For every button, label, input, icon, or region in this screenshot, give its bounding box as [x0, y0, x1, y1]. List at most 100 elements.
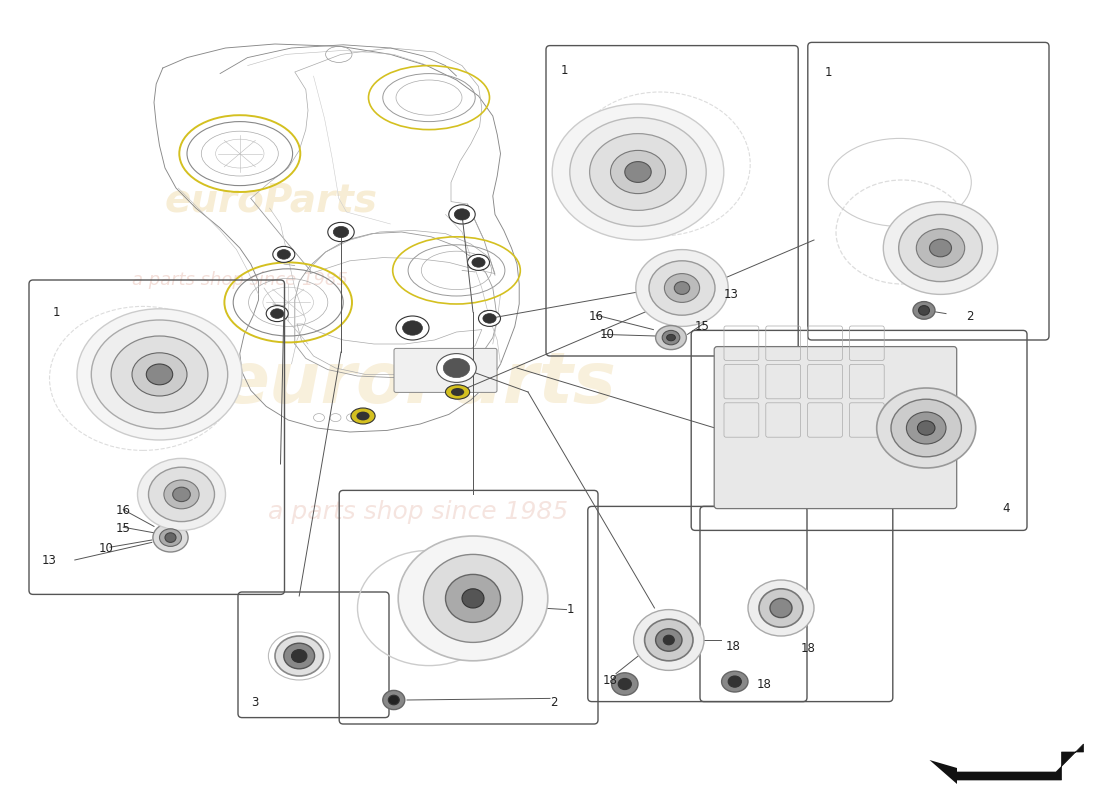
Ellipse shape	[883, 202, 998, 294]
Ellipse shape	[552, 104, 724, 240]
Ellipse shape	[328, 222, 354, 242]
Text: 18: 18	[603, 674, 618, 686]
Text: 10: 10	[600, 328, 615, 341]
Ellipse shape	[770, 598, 792, 618]
Ellipse shape	[451, 388, 464, 396]
Ellipse shape	[663, 635, 674, 645]
Ellipse shape	[918, 306, 930, 315]
Text: 1: 1	[825, 66, 833, 78]
Ellipse shape	[173, 487, 190, 502]
Text: 3: 3	[251, 696, 258, 709]
FancyBboxPatch shape	[394, 349, 497, 392]
Ellipse shape	[906, 412, 946, 444]
Ellipse shape	[916, 229, 965, 267]
Ellipse shape	[77, 309, 242, 440]
Ellipse shape	[610, 150, 665, 194]
Ellipse shape	[483, 314, 496, 323]
Ellipse shape	[284, 643, 315, 669]
Text: 13: 13	[42, 554, 57, 566]
Ellipse shape	[674, 282, 690, 294]
Text: 4: 4	[1002, 502, 1010, 514]
Text: 2: 2	[966, 310, 974, 322]
Ellipse shape	[645, 619, 693, 661]
Ellipse shape	[759, 589, 803, 627]
Ellipse shape	[424, 554, 522, 642]
Ellipse shape	[877, 388, 976, 468]
Text: 2: 2	[550, 696, 558, 709]
Ellipse shape	[913, 302, 935, 319]
Ellipse shape	[634, 610, 704, 670]
Ellipse shape	[446, 574, 501, 622]
Ellipse shape	[656, 629, 682, 651]
Ellipse shape	[478, 310, 500, 326]
Text: euroParts: euroParts	[220, 350, 616, 418]
Text: 1: 1	[561, 64, 569, 77]
Ellipse shape	[664, 274, 700, 302]
Text: 18: 18	[757, 678, 772, 690]
Ellipse shape	[891, 399, 961, 457]
Ellipse shape	[388, 695, 399, 705]
Text: 15: 15	[116, 522, 131, 534]
Ellipse shape	[132, 353, 187, 396]
Text: 13: 13	[724, 288, 739, 301]
Ellipse shape	[398, 536, 548, 661]
Polygon shape	[957, 744, 1084, 780]
Ellipse shape	[396, 316, 429, 340]
Ellipse shape	[164, 480, 199, 509]
Ellipse shape	[649, 261, 715, 315]
Text: euroParts: euroParts	[165, 181, 378, 219]
Text: a parts shop since 1985: a parts shop since 1985	[132, 271, 348, 289]
Ellipse shape	[454, 209, 470, 220]
Ellipse shape	[656, 326, 686, 350]
Ellipse shape	[148, 467, 214, 522]
Ellipse shape	[930, 239, 952, 257]
Text: 16: 16	[588, 310, 604, 322]
Ellipse shape	[153, 523, 188, 552]
Ellipse shape	[273, 246, 295, 262]
Ellipse shape	[333, 226, 349, 238]
Ellipse shape	[748, 580, 814, 636]
Ellipse shape	[356, 411, 370, 421]
Ellipse shape	[468, 254, 490, 270]
Ellipse shape	[443, 358, 470, 378]
Ellipse shape	[590, 134, 686, 210]
Ellipse shape	[618, 678, 631, 690]
Ellipse shape	[462, 589, 484, 608]
Ellipse shape	[292, 650, 307, 662]
Text: 18: 18	[801, 642, 816, 654]
Ellipse shape	[165, 533, 176, 542]
Ellipse shape	[275, 636, 323, 676]
Text: 15: 15	[694, 320, 710, 333]
Ellipse shape	[383, 690, 405, 710]
Ellipse shape	[138, 458, 226, 530]
Ellipse shape	[160, 529, 182, 546]
Ellipse shape	[91, 320, 228, 429]
Ellipse shape	[667, 334, 675, 341]
Ellipse shape	[351, 408, 375, 424]
Ellipse shape	[636, 250, 728, 326]
Text: 1: 1	[566, 603, 574, 616]
Ellipse shape	[446, 385, 470, 399]
Ellipse shape	[146, 364, 173, 385]
Text: 1: 1	[53, 306, 60, 318]
Ellipse shape	[266, 306, 288, 322]
Ellipse shape	[917, 421, 935, 435]
Ellipse shape	[111, 336, 208, 413]
Ellipse shape	[570, 118, 706, 226]
Text: 16: 16	[116, 504, 131, 517]
Text: a parts shop since 1985: a parts shop since 1985	[268, 500, 568, 524]
Ellipse shape	[449, 205, 475, 224]
Ellipse shape	[728, 676, 741, 687]
Ellipse shape	[437, 354, 476, 382]
Ellipse shape	[612, 673, 638, 695]
Ellipse shape	[899, 214, 982, 282]
Ellipse shape	[271, 309, 284, 318]
Ellipse shape	[403, 321, 422, 335]
Text: 18: 18	[726, 640, 741, 653]
Ellipse shape	[722, 671, 748, 692]
Polygon shape	[930, 760, 957, 784]
Text: 10: 10	[99, 542, 114, 554]
Ellipse shape	[277, 250, 290, 259]
FancyBboxPatch shape	[714, 346, 957, 509]
Ellipse shape	[625, 162, 651, 182]
